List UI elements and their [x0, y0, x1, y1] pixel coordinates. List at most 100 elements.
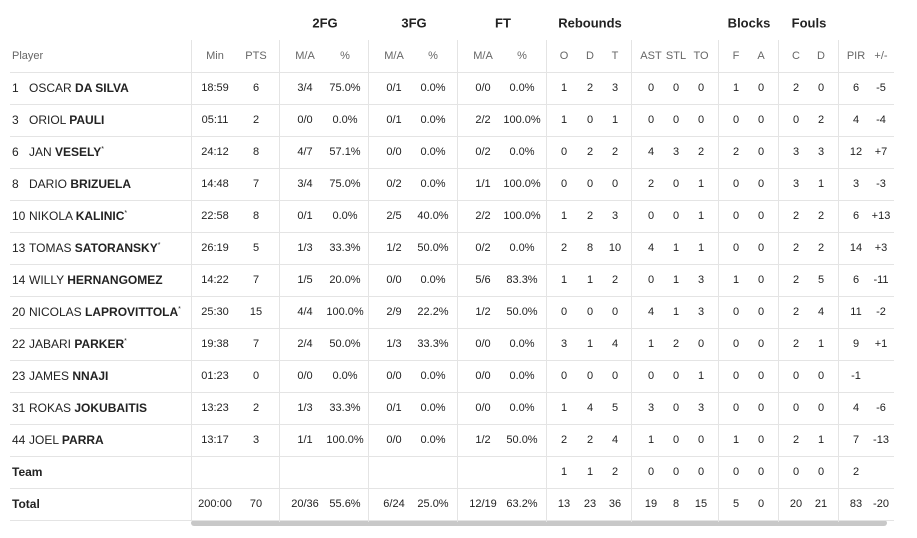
stat-cell: 0.0% — [420, 370, 446, 382]
column-divider — [838, 40, 839, 522]
stat-cell: 0 — [672, 466, 680, 478]
stat-cell: 2 — [586, 82, 594, 94]
stat-cell: 2 — [560, 242, 568, 254]
stat-cell: 25.0% — [417, 498, 449, 510]
stat-cell: 1 — [560, 466, 568, 478]
stat-cell: 0 — [672, 114, 680, 126]
last-name: LAPROVITTOLA — [85, 305, 179, 319]
column-divider — [778, 40, 779, 522]
player-number: 1 — [12, 81, 19, 95]
stat-cell: +3 — [874, 242, 888, 254]
column-header: AST — [640, 50, 662, 62]
stat-cell: 0.0% — [332, 370, 358, 382]
stat-cell: 0 — [757, 178, 765, 190]
stat-cell: 3 — [611, 210, 619, 222]
stat-cell: 2 — [611, 146, 619, 158]
stat-cell: 2/2 — [475, 210, 491, 222]
stat-cell: 0 — [560, 306, 568, 318]
stat-cell: 0 — [757, 210, 765, 222]
row-divider — [10, 200, 894, 201]
stat-cell: 0 — [586, 114, 594, 126]
starter-mark: * — [157, 242, 161, 249]
player-name: TOMAS SATORANSKY* — [29, 241, 160, 255]
stat-cell: 0 — [697, 338, 705, 350]
scrollbar[interactable] — [191, 520, 887, 526]
stat-cell: 0.0% — [420, 114, 446, 126]
stat-cell: 0 — [647, 210, 655, 222]
first-name: WILLY — [29, 273, 64, 287]
stat-cell: 4 — [647, 146, 655, 158]
stat-cell: 1 — [672, 242, 680, 254]
stat-cell: 8 — [252, 210, 260, 222]
stat-cell: 6/24 — [383, 498, 405, 510]
stat-cell: 15 — [249, 306, 263, 318]
stat-cell: 13:17 — [201, 434, 229, 446]
stat-cell: 0 — [757, 338, 765, 350]
stat-cell: 7 — [252, 178, 260, 190]
column-divider — [368, 40, 369, 522]
first-name: ORIOL — [29, 113, 66, 127]
stat-cell: 1 — [586, 274, 594, 286]
stat-cell: 4 — [611, 338, 619, 350]
row-divider — [10, 424, 894, 425]
stat-cell: 15 — [694, 498, 708, 510]
stat-cell: 2 — [611, 274, 619, 286]
stat-cell: 1 — [586, 338, 594, 350]
column-divider — [718, 40, 719, 522]
column-header: % — [428, 50, 438, 62]
stat-cell: 0 — [757, 434, 765, 446]
player-name: JOEL PARRA — [29, 433, 104, 447]
stat-cell: 0 — [732, 402, 740, 414]
player-number: 20 — [12, 305, 26, 319]
column-header: C — [792, 50, 800, 62]
column-divider — [191, 40, 192, 522]
stat-cell: 0/1 — [386, 82, 402, 94]
stat-cell: 2/2 — [475, 114, 491, 126]
stat-cell: 0 — [817, 466, 825, 478]
stat-cell: 3/4 — [297, 82, 313, 94]
row-divider — [10, 392, 894, 393]
group-header: Fouls — [791, 15, 827, 31]
column-header: D — [586, 50, 594, 62]
stat-cell: 0/2 — [475, 242, 491, 254]
stat-cell: 1 — [697, 242, 705, 254]
stat-cell: 2 — [792, 274, 800, 286]
stat-cell: 24:12 — [201, 146, 229, 158]
player-name: JAN VESELY* — [29, 145, 104, 159]
stat-cell: 55.6% — [329, 498, 361, 510]
stat-cell: 100.0% — [326, 434, 364, 446]
row-divider — [10, 456, 894, 457]
stat-cell: 1 — [817, 178, 825, 190]
stat-cell: 0 — [611, 306, 619, 318]
column-header: M/A — [473, 50, 493, 62]
player-number: 44 — [12, 433, 26, 447]
stat-cell: 0.0% — [509, 242, 535, 254]
stat-cell: 0 — [757, 402, 765, 414]
stat-cell: 1 — [647, 338, 655, 350]
stat-cell: 6 — [852, 274, 860, 286]
stat-cell: 2/5 — [386, 210, 402, 222]
group-header: 3FG — [401, 15, 427, 31]
stat-cell: 0 — [792, 370, 800, 382]
first-name: NIKOLA — [29, 209, 73, 223]
last-name: SATORANSKY — [74, 241, 158, 255]
column-divider — [631, 40, 632, 522]
stat-cell: 1/2 — [475, 306, 491, 318]
stat-cell: 2/9 — [386, 306, 402, 318]
stat-cell: -11 — [873, 274, 889, 286]
stat-cell: 0 — [732, 370, 740, 382]
stat-cell: 0 — [560, 178, 568, 190]
stat-cell: 22:58 — [201, 210, 229, 222]
stat-cell: 0 — [647, 370, 655, 382]
column-header: D — [817, 50, 825, 62]
stat-cell: 8 — [252, 146, 260, 158]
stat-cell: 0 — [792, 402, 800, 414]
stat-cell: 0/0 — [386, 274, 402, 286]
stat-cell: 0.0% — [509, 82, 535, 94]
group-header: Rebounds — [558, 15, 622, 31]
stat-cell: 2/4 — [297, 338, 313, 350]
stat-cell: 14 — [849, 242, 863, 254]
player-number: 31 — [12, 401, 26, 415]
stat-cell: 40.0% — [417, 210, 449, 222]
